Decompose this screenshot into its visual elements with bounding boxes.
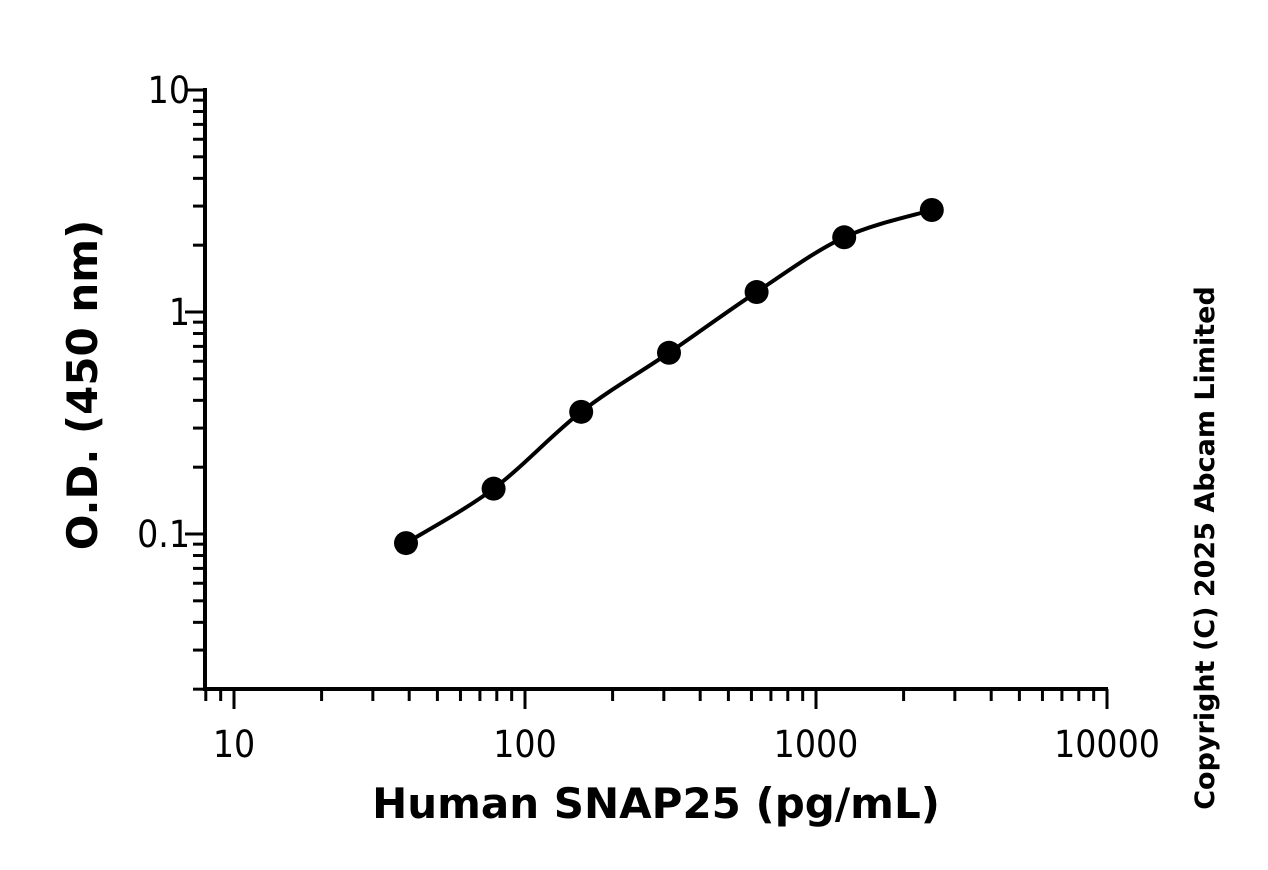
ticks xyxy=(185,88,1109,709)
data-points xyxy=(393,198,944,556)
data-point xyxy=(919,198,944,223)
data-point xyxy=(744,280,769,305)
x-axis-title: Human SNAP25 (pg/mL) xyxy=(372,779,940,828)
y-tick-label: 0.1 xyxy=(137,513,190,556)
x-tick-label: 10 xyxy=(213,723,255,766)
y-tick-label: 10 xyxy=(148,69,190,112)
y-axis-title: O.D. (450 nm) xyxy=(58,220,107,551)
copyright-text: Copyright (C) 2025 Abcam Limited xyxy=(1190,286,1221,810)
data-point xyxy=(832,225,857,250)
y-tick-label: 1 xyxy=(169,291,190,334)
data-point xyxy=(481,476,506,501)
data-point xyxy=(569,399,594,424)
data-point xyxy=(393,531,418,556)
axes xyxy=(203,88,1108,691)
tick-labels: 10 100 1000 10000 0.1 1 10 xyxy=(137,69,1160,766)
data-point xyxy=(657,340,682,365)
x-tick-label: 10000 xyxy=(1054,723,1160,766)
x-tick-label: 100 xyxy=(493,723,557,766)
x-tick-label: 1000 xyxy=(774,723,859,766)
